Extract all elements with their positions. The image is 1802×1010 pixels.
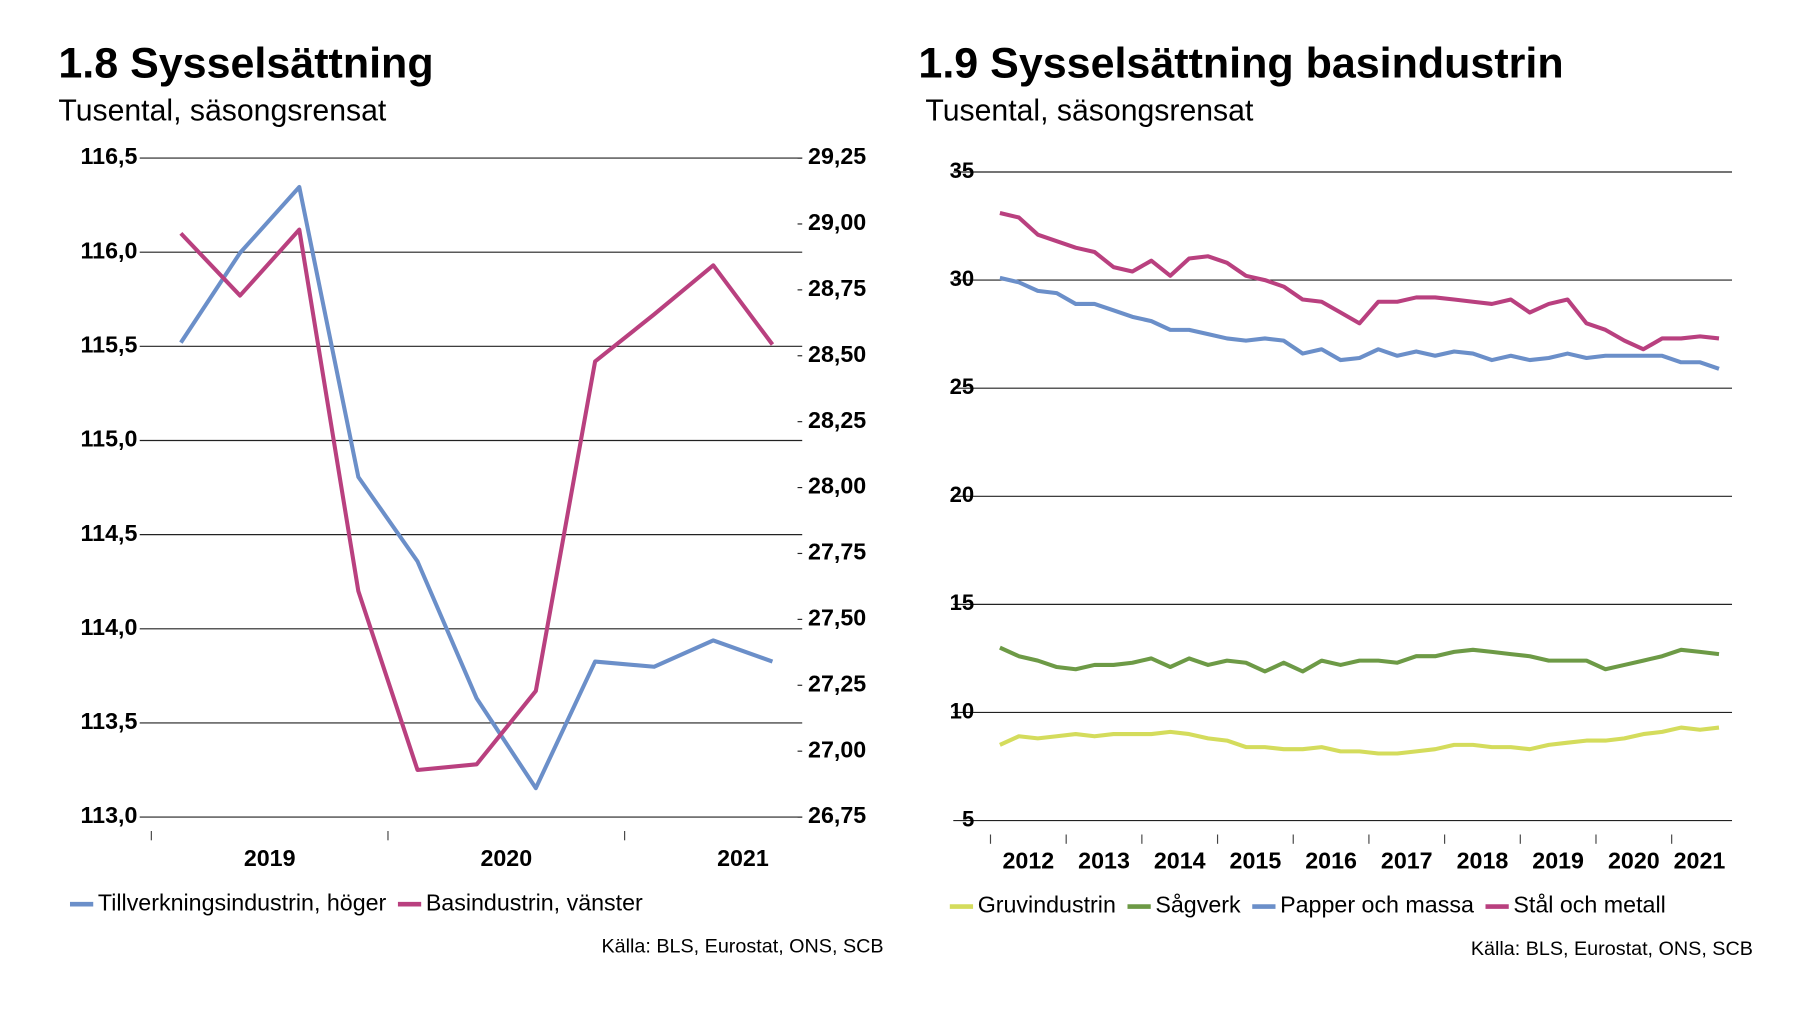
y2-tick-label: 29,00 (808, 209, 866, 235)
y2-tick-label: 27,50 (808, 605, 866, 631)
y-tick-label: 116,5 (81, 143, 138, 169)
x-group-label: 2019 (244, 845, 296, 871)
y2-tick-label: 28,75 (808, 275, 866, 301)
x-group-label: 2016 (1305, 848, 1357, 874)
source: Källa: BLS, Eurostat, ONS, SCB (601, 935, 883, 957)
series-line (179, 227, 775, 773)
y-tick-label: 115,0 (81, 426, 138, 452)
y2-tick-label: 27,25 (808, 670, 866, 696)
chart-title: 1.9 Sysselsättning basindustrin (918, 40, 1563, 88)
y-tick-label: 113,5 (81, 708, 138, 734)
chart-title: 1.8 Sysselsättning (58, 40, 433, 88)
series-line (999, 725, 1720, 756)
y-tick-label: 35 (950, 158, 975, 183)
series-line (999, 275, 1720, 371)
x-group-label: 2020 (1608, 848, 1660, 874)
legend-label: Tillverkningsindustrin, höger (98, 889, 387, 915)
y-tick-label: 30 (950, 266, 975, 291)
chart-subtitle: Tusental, säsongsrensat (58, 95, 387, 128)
y-tick-label: 114,5 (81, 520, 138, 546)
x-group-label: 2017 (1381, 848, 1433, 874)
y2-tick-label: 28,00 (808, 473, 866, 499)
x-group-label: 2021 (717, 845, 769, 871)
y-tick-label: 25 (950, 374, 975, 399)
x-group-label: 2020 (480, 845, 532, 871)
y-tick-label: 116,0 (81, 237, 138, 263)
x-group-label: 2013 (1078, 848, 1130, 874)
y-tick-label: 20 (950, 482, 975, 507)
source: Källa: BLS, Eurostat, ONS, SCB (1471, 938, 1753, 960)
x-group-label: 2014 (1154, 848, 1206, 874)
legend-label: Stål och metall (1513, 892, 1665, 918)
legend-label: Sågverk (1155, 892, 1241, 918)
series-line (999, 645, 1720, 674)
y2-tick-label: 27,75 (808, 539, 866, 565)
y-tick-label: 5 (962, 806, 974, 831)
y2-tick-label: 28,25 (808, 407, 866, 433)
x-group-label: 2021 (1674, 848, 1726, 874)
x-group-label: 2015 (1230, 848, 1282, 874)
legend-label: Papper och massa (1280, 892, 1474, 918)
y-tick-label: 10 (950, 698, 975, 723)
legend-label: Gruvindustrin (978, 892, 1116, 918)
y2-tick-label: 26,75 (808, 802, 866, 828)
y2-tick-label: 29,25 (808, 143, 866, 169)
y-tick-label: 15 (950, 590, 975, 615)
x-group-label: 2019 (1532, 848, 1584, 874)
chart-subtitle: Tusental, säsongsrensat (925, 95, 1254, 128)
legend-label: Basindustrin, vänster (426, 889, 643, 915)
series-line (999, 211, 1720, 352)
y-tick-label: 114,0 (81, 614, 138, 640)
y2-tick-label: 27,00 (808, 736, 866, 762)
series-line (179, 184, 774, 791)
x-group-label: 2012 (1002, 848, 1054, 874)
x-group-label: 2018 (1457, 848, 1509, 874)
y-tick-label: 115,5 (81, 331, 138, 357)
y-tick-label: 113,0 (81, 802, 138, 828)
y2-tick-label: 28,50 (808, 341, 866, 367)
